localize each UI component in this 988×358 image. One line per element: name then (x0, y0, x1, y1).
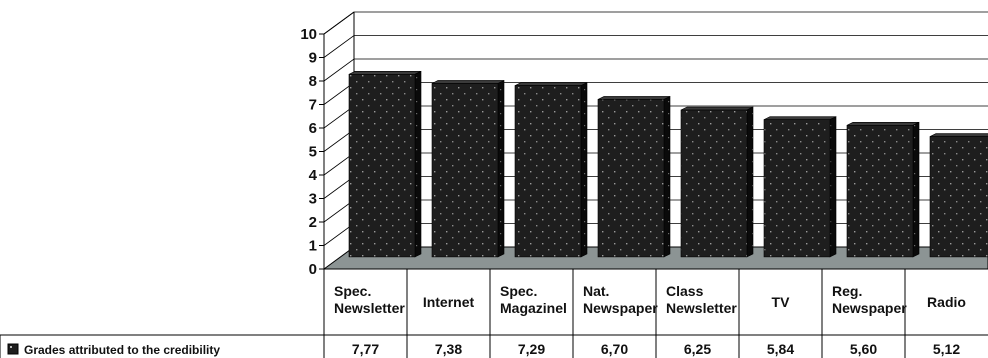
gridline (323, 58, 988, 82)
value-label: 5,12 (933, 341, 960, 357)
bar-side (746, 106, 754, 258)
y-tick-label: 8 (309, 73, 317, 90)
bar (763, 119, 831, 258)
bar-top (597, 96, 671, 100)
bar-side (663, 95, 671, 258)
bar (348, 74, 416, 258)
category-label: Spec. Magazinel (500, 283, 567, 316)
legend-swatch-dot (10, 346, 12, 348)
bar-side (497, 79, 505, 258)
category-label-line: Nat. (583, 283, 609, 299)
y-tick-label: 2 (309, 214, 317, 231)
bar-top (680, 106, 754, 111)
category-label-line: Reg. (832, 283, 862, 299)
category-label-line: Magazinel (500, 300, 567, 316)
bar-top (929, 133, 988, 137)
bar-top (431, 80, 505, 84)
legend-swatch (7, 343, 19, 355)
category-label: TV (772, 294, 791, 310)
category-label: Nat. Newspaper (583, 283, 658, 316)
top-depth-edge (323, 11, 355, 35)
y-tick-label: 7 (309, 97, 317, 114)
bar-top (763, 116, 837, 120)
category-label-line: Spec. (334, 283, 371, 299)
category-label-line: Newsletter (666, 300, 737, 316)
y-tick-label: 4 (309, 167, 318, 184)
bar-side (829, 116, 837, 258)
category-label: Internet (423, 294, 475, 310)
bar-top (514, 82, 588, 86)
y-tick-label: 5 (309, 144, 317, 161)
value-label: 7,38 (435, 341, 462, 357)
category-label-line: Newspaper (583, 300, 658, 316)
category-label: Class Newsletter (666, 283, 737, 316)
bar-top (846, 122, 920, 126)
value-label: 6,25 (684, 341, 711, 357)
value-label: 6,70 (601, 341, 628, 357)
category-label: Reg. Newspaper (832, 283, 907, 316)
bar (597, 99, 665, 258)
category-label-line: Class (666, 283, 704, 299)
bar (680, 109, 748, 258)
category-label: Spec. Newsletter (334, 283, 405, 316)
plot-area: 0 1 2 3 4 5 6 7 8 9 10 (300, 11, 988, 278)
legend-label: Grades attributed to the credibility (24, 343, 220, 357)
category-label-line: Newspaper (832, 300, 907, 316)
value-label: 5,60 (850, 341, 877, 357)
y-tick-label: 9 (309, 50, 317, 67)
y-tick-label: 1 (309, 238, 317, 255)
bar (431, 83, 499, 258)
bar (929, 136, 988, 258)
gridline (323, 35, 988, 58)
value-label: 7,77 (352, 341, 379, 357)
y-tick-label: 0 (309, 261, 317, 278)
value-label: 5,84 (767, 341, 794, 357)
category-label: Radio (927, 294, 966, 310)
bar-side (414, 70, 422, 258)
category-label-line: Newsletter (334, 300, 405, 316)
bar (514, 85, 582, 258)
bar (846, 125, 914, 258)
y-tick-label: 10 (300, 26, 317, 43)
y-tick-label: 6 (309, 120, 317, 137)
gridline (323, 11, 988, 35)
value-label: 7,29 (518, 341, 545, 357)
bar-side (580, 82, 588, 258)
bar-top (348, 71, 422, 75)
y-tick-label: 3 (309, 191, 317, 208)
bar-side (912, 121, 920, 258)
category-label-line: Spec. (500, 283, 537, 299)
